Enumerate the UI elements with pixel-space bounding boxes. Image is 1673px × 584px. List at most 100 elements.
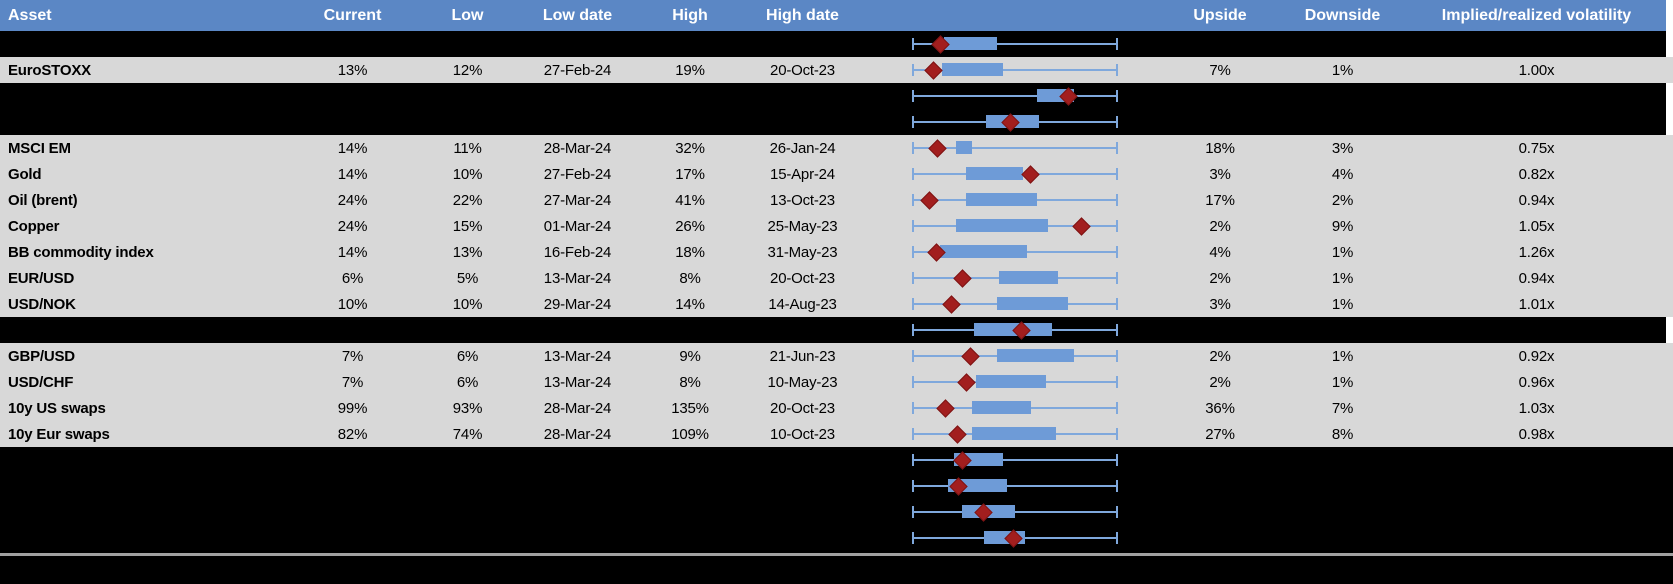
header-high: High xyxy=(672,6,708,24)
high-cell: 14% xyxy=(675,295,705,313)
downside-cell: 7% xyxy=(1331,399,1354,417)
low-cell: 10% xyxy=(452,295,483,313)
bottom-black-strip xyxy=(0,551,1673,584)
high-date-cell: 15-Apr-24 xyxy=(770,165,835,183)
whisker-line xyxy=(913,43,1117,45)
range-box xyxy=(955,219,1048,232)
low-cell: 6% xyxy=(456,347,479,365)
whisker-cap-left xyxy=(912,376,914,388)
table-row: 10y US swaps 99% 93% 28-Mar-24 135% 20-O… xyxy=(0,395,1673,421)
whisker-cap-right xyxy=(1116,38,1118,50)
low-date-cell: 28-Mar-24 xyxy=(543,399,612,417)
whisker-cap-left xyxy=(912,64,914,76)
range-boxplot xyxy=(870,109,1155,135)
whisker-line xyxy=(913,459,1117,461)
whisker-cap-left xyxy=(912,142,914,154)
header-low-date: Low date xyxy=(542,6,613,24)
whisker-cap-left xyxy=(912,428,914,440)
diamond-marker xyxy=(948,424,967,444)
whisker-line xyxy=(913,485,1117,487)
asset-cell: Gold xyxy=(8,165,42,183)
whisker-cap-left xyxy=(912,480,914,492)
range-box xyxy=(943,37,997,50)
whisker-line xyxy=(913,95,1117,97)
implied-realized-cell: 0.96x xyxy=(1518,373,1555,391)
implied-realized-cell: 0.82x xyxy=(1518,165,1555,183)
diamond-marker xyxy=(942,294,961,314)
diamond-marker xyxy=(924,60,943,80)
range-boxplot xyxy=(870,57,1155,83)
high-cell: 135% xyxy=(671,399,709,417)
low-cell: 22% xyxy=(452,191,483,209)
range-box xyxy=(941,63,1003,76)
downside-cell: 1% xyxy=(1331,61,1354,79)
range-boxplot xyxy=(870,395,1155,421)
implied-realized-cell: 0.92x xyxy=(1518,347,1555,365)
whisker-cap-right xyxy=(1116,506,1118,518)
implied-realized-cell: 1.26x xyxy=(1518,243,1555,261)
range-box xyxy=(966,167,1024,180)
range-box xyxy=(996,349,1075,362)
downside-cell: 1% xyxy=(1331,373,1354,391)
asset-cell: EUR/USD xyxy=(8,269,75,287)
header-upside: Upside xyxy=(1193,6,1247,24)
range-boxplot xyxy=(870,317,1155,343)
header-high-date: High date xyxy=(766,6,839,24)
header-downside: Downside xyxy=(1304,6,1381,24)
asset-cell: 10y Eur swaps xyxy=(8,425,110,443)
low-date-cell: 29-Mar-24 xyxy=(543,295,612,313)
table-row xyxy=(0,473,1673,499)
whisker-cap-right xyxy=(1116,298,1118,310)
table-row: EUR/USD 6% 5% 13-Mar-24 8% 20-Oct-23 2% … xyxy=(0,265,1673,291)
whisker-cap-left xyxy=(912,350,914,362)
range-boxplot xyxy=(870,265,1155,291)
low-date-cell: 27-Feb-24 xyxy=(543,61,612,79)
asset-cell: Copper xyxy=(8,217,60,235)
whisker-cap-left xyxy=(912,246,914,258)
whisker-cap-left xyxy=(912,298,914,310)
upside-cell: 2% xyxy=(1209,217,1231,235)
current-cell: 10% xyxy=(337,295,368,313)
current-cell: 13% xyxy=(337,61,368,79)
range-boxplot xyxy=(870,83,1155,109)
header-plot-spacer xyxy=(870,0,1155,31)
table-row xyxy=(0,499,1673,525)
range-boxplot xyxy=(870,499,1155,525)
downside-cell: 4% xyxy=(1331,165,1354,183)
whisker-line xyxy=(913,69,1117,71)
implied-realized-cell: 0.94x xyxy=(1518,191,1555,209)
whisker-cap-left xyxy=(912,90,914,102)
low-date-cell: 27-Mar-24 xyxy=(543,191,612,209)
low-cell: 15% xyxy=(452,217,483,235)
low-date-cell: 01-Mar-24 xyxy=(543,217,612,235)
current-cell: 7% xyxy=(341,373,364,391)
upside-cell: 2% xyxy=(1209,373,1231,391)
table-row xyxy=(0,525,1673,551)
high-cell: 8% xyxy=(679,269,701,287)
whisker-cap-right xyxy=(1116,402,1118,414)
header-low: Low xyxy=(451,6,484,24)
high-cell: 8% xyxy=(679,373,701,391)
whisker-cap-right xyxy=(1116,376,1118,388)
range-box xyxy=(939,245,1028,258)
range-box xyxy=(972,401,1032,414)
diamond-marker xyxy=(961,346,981,366)
implied-realized-cell: 0.98x xyxy=(1518,425,1555,443)
low-cell: 13% xyxy=(452,243,483,261)
low-date-cell: 16-Feb-24 xyxy=(543,243,612,261)
table-row xyxy=(0,31,1673,57)
whisker-cap-right xyxy=(1116,194,1118,206)
table-row: USD/CHF 7% 6% 13-Mar-24 8% 10-May-23 2% … xyxy=(0,369,1673,395)
current-cell: 99% xyxy=(337,399,368,417)
diamond-marker xyxy=(935,398,955,418)
high-date-cell: 21-Jun-23 xyxy=(769,347,836,365)
header-asset: Asset xyxy=(8,6,52,24)
high-cell: 32% xyxy=(675,139,705,157)
high-cell: 18% xyxy=(675,243,705,261)
high-date-cell: 20-Oct-23 xyxy=(770,61,835,79)
whisker-line xyxy=(913,147,1117,149)
current-cell: 6% xyxy=(341,269,364,287)
upside-cell: 3% xyxy=(1209,295,1231,313)
current-cell: 24% xyxy=(337,191,368,209)
diamond-marker xyxy=(953,268,972,288)
